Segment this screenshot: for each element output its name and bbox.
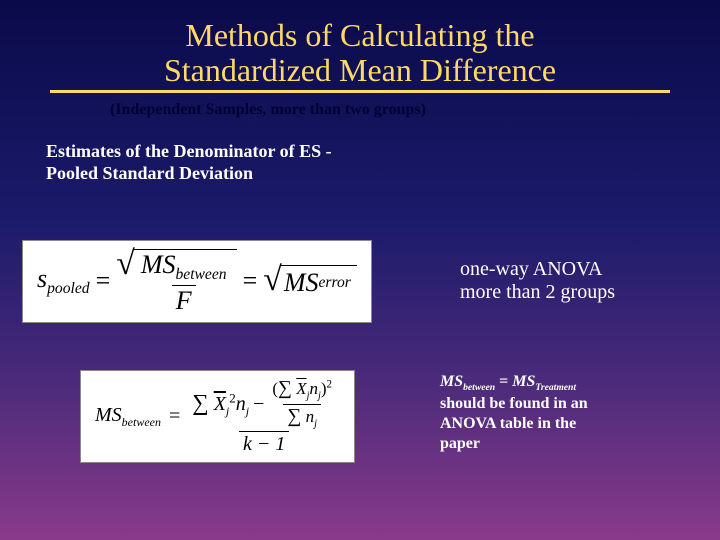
annotation-2-eq: MSbetween = MSTreatment	[440, 373, 576, 390]
a2-lhs-sub: between	[463, 382, 495, 393]
a2-rhs-sub: Treatment	[535, 382, 576, 393]
f1-num-base: MS	[141, 250, 176, 279]
f2-t1-n: n	[236, 393, 246, 415]
f1-rhs-base: MS	[284, 268, 319, 298]
f2-minus: −	[253, 394, 264, 414]
a2-eq: =	[495, 373, 512, 390]
formula-1: spooled = √ MSbetween F = √ MSerror	[22, 240, 372, 323]
f2-t2-n: n	[309, 379, 318, 398]
f1-sqrt2: √ MSerror	[263, 265, 357, 298]
annotation-2-line-4: paper	[440, 435, 480, 452]
a2-rhs-base: MS	[512, 373, 535, 390]
f2-lhs-sub: between	[122, 415, 161, 429]
f1-sqrt1-body: MSbetween F	[133, 249, 237, 314]
section-label: Estimates of the Denominator of ES - Poo…	[0, 119, 720, 184]
f2-t1-xbar: X	[214, 393, 226, 415]
sigma-icon: ∑	[192, 390, 208, 415]
sigma-icon: ∑	[278, 378, 292, 399]
formula-2: MSbetween = ∑ Xj2nj − (∑ Xjnj)2 ∑ nj	[80, 370, 355, 463]
section-label-line-2: Pooled Standard Deviation	[46, 163, 253, 183]
f1-num: MSbetween	[137, 252, 231, 285]
f2-t2d-n: n	[306, 407, 315, 426]
annotation-2-line-3: ANOVA table in the	[440, 415, 576, 432]
formula-2-container: MSbetween = ∑ Xj2nj − (∑ Xjnj)2 ∑ nj	[80, 370, 355, 463]
title-line-2: Standardized Mean Difference	[164, 52, 556, 88]
f2-eq: =	[169, 405, 180, 428]
f1-den: F	[172, 285, 196, 314]
a2-lhs-base: MS	[440, 373, 463, 390]
f2-t1-sub: j	[226, 404, 229, 418]
f2-t2-pow: 2	[326, 378, 332, 390]
formula-1-container: spooled = √ MSbetween F = √ MSerror	[22, 240, 372, 323]
f2-lhs: MSbetween	[95, 404, 161, 430]
f1-lhs: spooled	[37, 264, 90, 298]
annotation-1-line-2: more than 2 groups	[460, 281, 615, 303]
f2-t2d-nsub: j	[314, 418, 317, 429]
f1-eq2: =	[243, 266, 258, 296]
f1-rhs-sub: error	[318, 274, 350, 292]
f1-sqrt1: √ MSbetween F	[116, 249, 236, 314]
f2-outer-num: ∑ Xj2nj − (∑ Xjnj)2 ∑ nj	[188, 379, 340, 431]
f2-t2-nsub: j	[318, 390, 321, 401]
f2-t2-xbar: X	[296, 379, 306, 398]
f2-outer-den: k − 1	[239, 431, 289, 454]
f2-lhs-base: MS	[95, 404, 122, 426]
f1-num-sub: between	[175, 266, 226, 283]
f1-lhs-base: s	[37, 264, 47, 293]
annotation-1: one-way ANOVA more than 2 groups	[460, 258, 615, 304]
f2-outer-frac: ∑ Xj2nj − (∑ Xjnj)2 ∑ nj k − 1	[188, 379, 340, 454]
f2-term2-frac: (∑ Xjnj)2 ∑ nj	[268, 379, 336, 429]
title-underline	[50, 90, 670, 93]
annotation-1-line-1: one-way ANOVA	[460, 258, 602, 280]
annotation-2-line-2: should be found in an	[440, 395, 588, 412]
f2-t2-den: ∑ nj	[283, 404, 321, 430]
slide-title: Methods of Calculating the Standardized …	[0, 0, 720, 90]
f2-term1: ∑ Xj2nj	[192, 391, 249, 417]
f1-lhs-sub: pooled	[47, 280, 89, 297]
slide-subtitle: (Independent Samples, more than two grou…	[0, 101, 720, 119]
section-label-line-1: Estimates of the Denominator of ES -	[46, 141, 332, 161]
f2-t1-nsub: j	[246, 404, 249, 418]
f1-frac: MSbetween F	[137, 252, 231, 314]
f1-eq1: =	[96, 266, 111, 296]
f1-sqrt2-body: MSerror	[280, 265, 357, 298]
annotation-2: MSbetween = MSTreatment should be found …	[440, 372, 690, 454]
f2-t2-num: (∑ Xjnj)2	[268, 379, 336, 404]
sigma-icon: ∑	[287, 406, 301, 427]
title-line-1: Methods of Calculating the	[185, 17, 534, 53]
